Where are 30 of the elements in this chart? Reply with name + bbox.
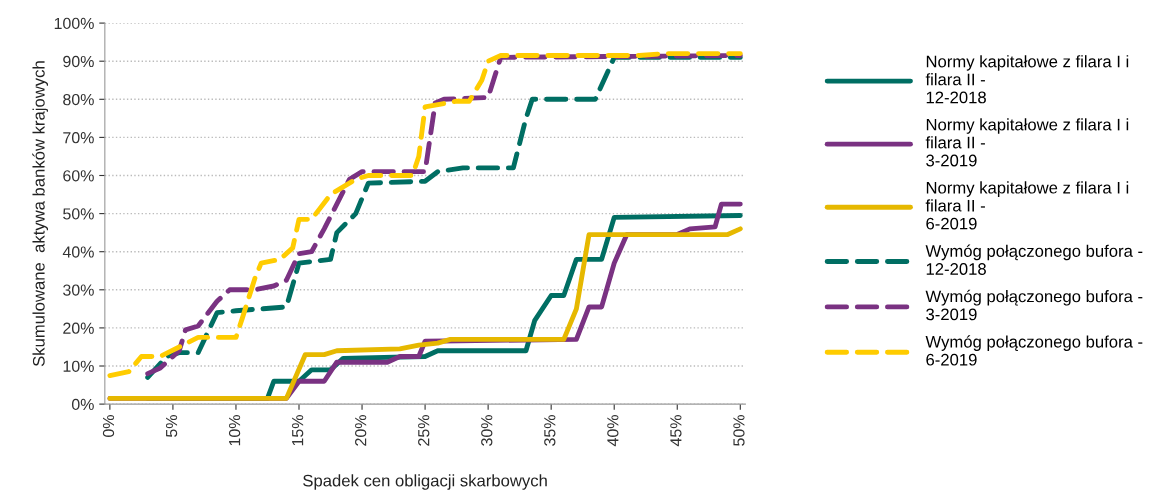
y-tick-label: 50% [63, 208, 94, 220]
y-tick-label: 80% [63, 93, 94, 106]
x-tick-label: 35% [544, 415, 556, 446]
legend-label: Wymóg połączonego bufora - 12-2018 [925, 244, 1143, 275]
legend-label: Normy kapitałowe z filara I i filara II - 3-2019 [925, 118, 1129, 167]
x-tick-label: 10% [228, 415, 241, 446]
y-tick-label: 30% [63, 284, 94, 296]
x-tick-label: 45% [670, 415, 682, 447]
x-tick-label: 50% [733, 415, 745, 446]
y-tick-label: 100% [54, 17, 94, 30]
x-tick-label: 25% [418, 415, 430, 446]
y-tick-label: 10% [63, 360, 94, 372]
legend-label: Normy kapitałowe z filara I i filara II - 6-2019 [925, 181, 1129, 230]
y-tick-label: 60% [63, 170, 94, 182]
y-tick-label: 20% [63, 322, 94, 334]
x-tick-label: 0% [102, 415, 115, 437]
x-tick-label: 20% [355, 415, 367, 446]
x-tick-label: 5% [165, 415, 178, 437]
x-tick-label: 30% [481, 415, 493, 446]
legend-label: Wymóg połączonego bufora - 6-2019 [925, 335, 1143, 366]
x-tick-label: 15% [292, 415, 304, 446]
y-tick-label: 90% [63, 55, 94, 68]
x-tick-label: 40% [607, 415, 619, 447]
y-axis-title: Skumulowane aktywa banków krajowych [32, 61, 49, 367]
legend-label: Wymóg połączonego bufora - 3-2019 [925, 289, 1143, 321]
y-tick-label: 40% [62, 246, 94, 258]
y-tick-label: 70% [63, 132, 94, 144]
x-axis-title: Spadek cen obligacji skarbowych [303, 474, 547, 490]
legend-label: Normy kapitałowe z filara I i filara II - 12-2018 [925, 55, 1129, 104]
y-tick-label: 0% [71, 398, 94, 411]
